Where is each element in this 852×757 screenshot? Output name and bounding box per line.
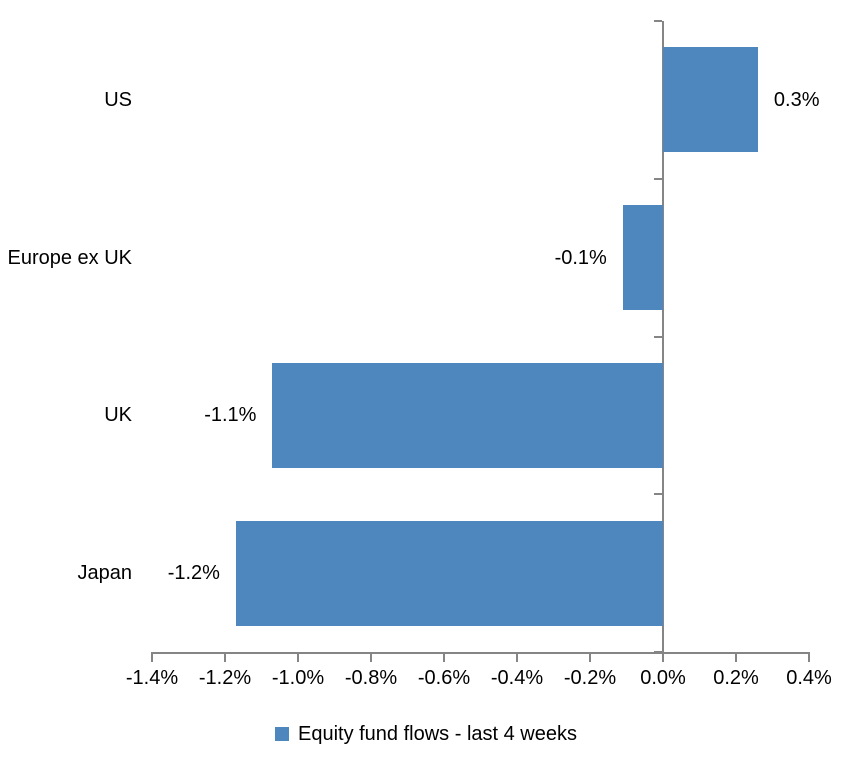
x-axis-tick	[443, 652, 445, 662]
category-axis-tick	[654, 493, 662, 496]
value-label: -0.1%	[554, 246, 607, 269]
x-tick-label: -1.2%	[198, 667, 252, 689]
value-label: 0.3%	[773, 88, 820, 111]
x-tick-label: -0.2%	[563, 667, 617, 689]
x-axis-tick	[735, 652, 737, 662]
x-axis-line	[151, 652, 810, 654]
bar-japan	[235, 520, 663, 626]
legend-label: Equity fund flows - last 4 weeks	[297, 723, 577, 745]
bar-uk	[272, 362, 663, 468]
x-tick-label: 0.4%	[786, 667, 832, 689]
x-axis-tick	[224, 652, 226, 662]
x-axis-tick	[151, 652, 153, 662]
category-label: US	[104, 88, 132, 111]
x-axis-tick	[808, 652, 810, 662]
legend: Equity fund flows - last 4 weeks	[0, 721, 852, 747]
x-tick-label: -0.6%	[417, 667, 471, 689]
x-axis-tick	[516, 652, 518, 662]
x-axis-tick	[662, 652, 664, 662]
category-axis-tick	[654, 651, 662, 653]
x-tick-label: -1.4%	[125, 667, 179, 689]
x-tick-label: -0.4%	[490, 667, 544, 689]
value-label: -1.2%	[167, 562, 220, 585]
x-tick-label: 0.2%	[713, 667, 759, 689]
x-tick-label: -1.0%	[271, 667, 325, 689]
category-axis-tick	[654, 20, 662, 22]
value-label: -1.1%	[204, 404, 257, 427]
category-label: Japan	[77, 562, 133, 585]
x-axis-tick	[370, 652, 372, 662]
x-axis-tick	[589, 652, 591, 662]
category-label: Europe ex UK	[7, 246, 132, 269]
bar-us	[663, 47, 758, 153]
x-tick-label: 0.0%	[640, 667, 686, 689]
zero-axis-line	[662, 21, 664, 652]
category-axis-tick	[654, 335, 662, 338]
bar-europe-ex-uk	[622, 205, 663, 311]
category-axis-tick	[654, 177, 662, 180]
x-tick-label: -0.8%	[344, 667, 398, 689]
category-label: UK	[104, 404, 132, 427]
legend-swatch-icon	[274, 727, 289, 741]
x-axis-tick	[297, 652, 299, 662]
